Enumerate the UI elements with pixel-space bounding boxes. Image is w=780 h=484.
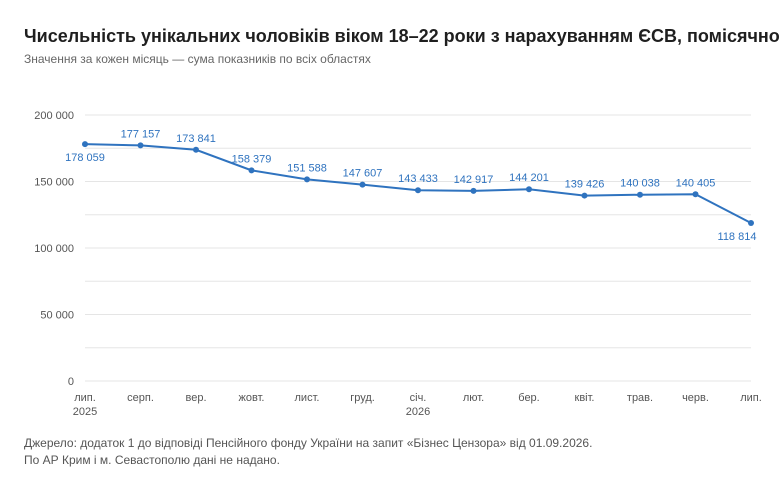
y-tick-label: 100 000: [34, 243, 74, 255]
data-point: [304, 176, 310, 183]
y-tick-label: 0: [68, 376, 74, 388]
source-note-line-1: Джерело: додаток 1 до відповіді Пенсійно…: [24, 436, 593, 450]
chart-subtitle: Значення за кожен місяць — сума показник…: [24, 52, 371, 66]
data-label: 177 157: [121, 128, 161, 140]
data-point: [415, 187, 421, 194]
x-tick-label: квіт.: [575, 392, 595, 404]
y-tick-label: 50 000: [40, 310, 74, 322]
data-point: [692, 191, 699, 198]
data-point: [637, 191, 643, 198]
x-tick-label: лист.: [295, 392, 320, 404]
x-tick-label: січ.: [410, 392, 427, 404]
data-point: [193, 146, 199, 153]
chart-title: Чисельність унікальних чоловіків віком 1…: [24, 26, 780, 46]
x-tick-label: трав.: [627, 392, 653, 404]
x-tick-label: груд.: [350, 392, 375, 404]
x-tick-label: 2025: [73, 406, 97, 418]
x-tick-label: вер.: [185, 392, 206, 404]
data-point: [248, 167, 255, 174]
data-label: 151 588: [287, 162, 327, 174]
source-notes: Джерело: додаток 1 до відповіді Пенсійно…: [24, 435, 592, 469]
data-label: 178 059: [65, 152, 105, 164]
x-tick-label: жовт.: [239, 392, 265, 404]
x-tick-label: лют.: [463, 392, 484, 404]
data-label: 143 433: [398, 173, 438, 185]
y-tick-label: 200 000: [34, 110, 74, 122]
x-tick-label: лип.: [740, 392, 762, 404]
data-point: [526, 186, 532, 193]
data-label: 118 814: [718, 231, 757, 243]
x-tick-label: лип.: [74, 392, 96, 404]
data-point: [748, 219, 754, 226]
x-tick-label: 2026: [406, 406, 430, 418]
y-tick-label: 150 000: [34, 177, 74, 189]
x-tick-label: черв.: [682, 392, 709, 404]
data-label: 173 841: [176, 133, 216, 145]
data-point: [359, 181, 366, 188]
data-label: 144 201: [509, 172, 549, 184]
x-tick-label: бер.: [518, 392, 539, 404]
data-label: 140 038: [620, 178, 660, 190]
data-label: 147 607: [343, 168, 383, 180]
data-label: 158 379: [232, 153, 272, 165]
x-tick-label: серп.: [127, 392, 154, 404]
source-note-line-2: По АР Крим і м. Севастополю дані не нада…: [24, 453, 280, 467]
data-label: 139 426: [565, 179, 605, 191]
data-point: [581, 192, 588, 199]
data-label: 140 405: [676, 177, 716, 189]
data-point: [137, 142, 144, 149]
data-point: [470, 187, 477, 194]
data-point: [82, 141, 88, 148]
data-label: 142 917: [454, 174, 494, 186]
